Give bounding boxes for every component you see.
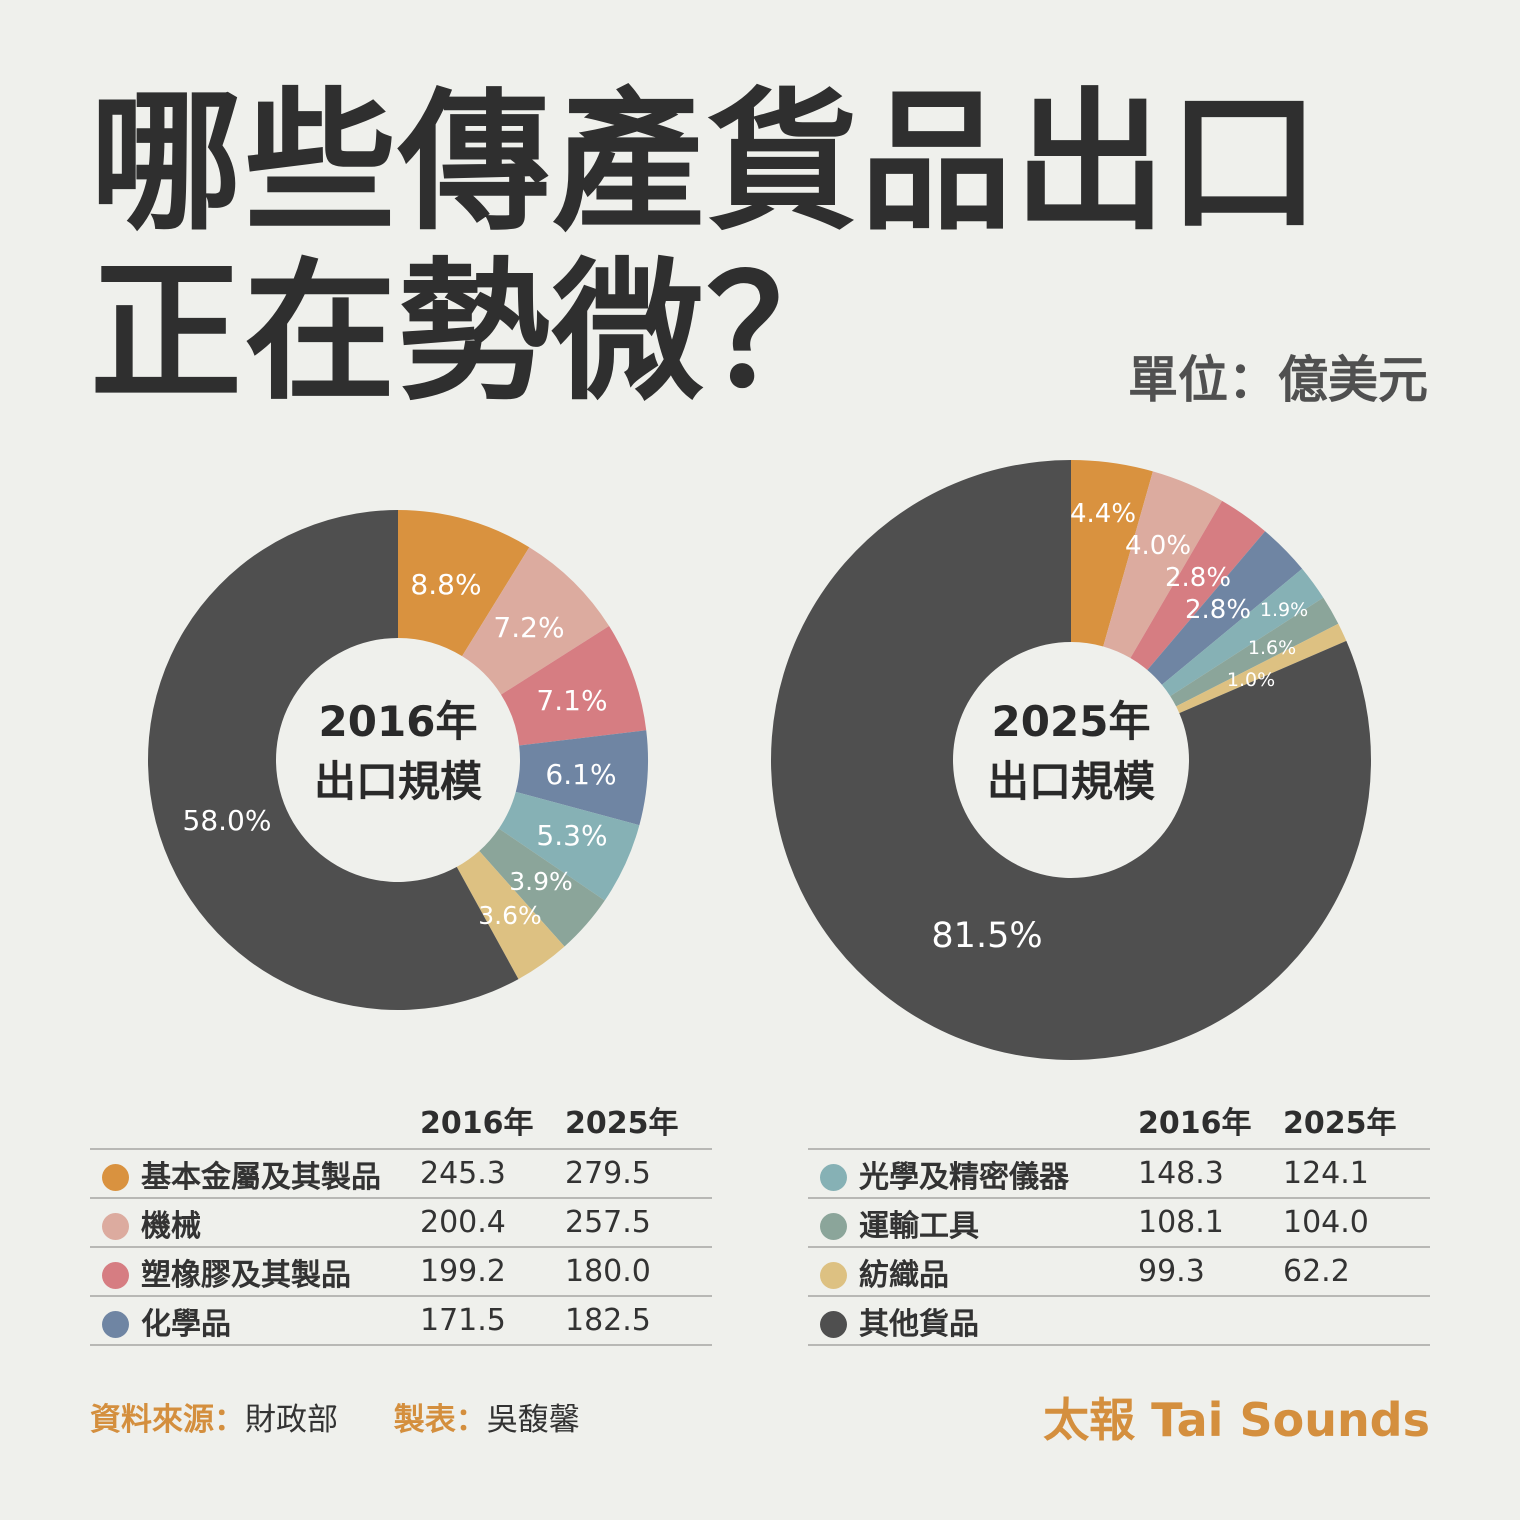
legend-value-2016: 245.3 — [420, 1149, 565, 1199]
legend-value-2016: 148.3 — [1138, 1149, 1283, 1199]
slice-plastics — [1130, 500, 1266, 671]
legend-category-name: 運輸工具 — [859, 1208, 979, 1244]
legend-row: 化學品 171.5 182.5 — [90, 1296, 712, 1346]
slice-label-plastics: 7.1% — [536, 684, 607, 717]
slice-label-machinery: 4.0% — [1125, 531, 1191, 561]
slice-label-textiles: 3.6% — [478, 901, 542, 930]
slice-label-machinery: 7.2% — [493, 611, 564, 644]
legend-row: 運輸工具 108.1 104.0 — [808, 1198, 1430, 1248]
slice-basic_metals — [1071, 460, 1153, 647]
slice-textiles — [456, 851, 565, 980]
slice-label-chemicals: 2.8% — [1185, 595, 1251, 625]
source-key: 資料來源： — [90, 1402, 245, 1438]
slice-basic_metals — [398, 510, 530, 657]
legend-category-name: 塑橡膠及其製品 — [141, 1257, 351, 1293]
slice-label-optical: 5.3% — [536, 819, 607, 852]
slice-other — [148, 510, 519, 1010]
slice-label-other: 58.0% — [183, 804, 272, 837]
maker-key: 製表： — [393, 1402, 487, 1438]
legend-value-2025 — [1283, 1296, 1430, 1346]
page-title: 哪些傳產貨品出口正在勢微？ — [90, 74, 1322, 421]
legend-swatch-chemicals — [102, 1310, 129, 1338]
slice-label-chemicals: 6.1% — [545, 758, 616, 791]
legend-value-2025: 257.5 — [565, 1198, 712, 1248]
unit-label: 單位：億美元 — [1128, 351, 1428, 409]
legend-swatch-other — [820, 1310, 847, 1338]
legend-row: 機械 200.4 257.5 — [90, 1198, 712, 1248]
source-value: 財政部 — [245, 1402, 338, 1438]
legend-value-2025: 180.0 — [565, 1247, 712, 1297]
legend-value-2016: 108.1 — [1138, 1198, 1283, 1248]
slice-chemicals — [1147, 531, 1303, 685]
legend-value-2025: 104.0 — [1283, 1198, 1430, 1248]
legend-table-right: 2016年 2025年 光學及精密儀器 148.3 124.1 運輸工具 108.1 10… — [808, 1098, 1430, 1346]
brand-logo-text: 太報 Tai Sounds — [1043, 1393, 1430, 1447]
legend-swatch-machinery — [102, 1212, 129, 1240]
legend-category-name: 機械 — [141, 1208, 201, 1244]
legend-category-name: 紡織品 — [859, 1257, 949, 1293]
slice-plastics — [501, 626, 647, 746]
legend-table-left: 2016年 2025年 基本金屬及其製品 245.3 279.5 機械 200.4 257… — [90, 1098, 712, 1346]
legend-header-2016: 2016年 — [1138, 1098, 1283, 1150]
legend-row: 其他貨品 — [808, 1296, 1430, 1346]
slice-machinery — [1103, 471, 1223, 659]
legend-category-name: 基本金屬及其製品 — [141, 1159, 381, 1195]
legend-header-2025: 2025年 — [565, 1098, 712, 1150]
center-title-label: 出口規模 — [987, 757, 1155, 806]
legend-row: 塑橡膠及其製品 199.2 180.0 — [90, 1247, 712, 1297]
center-year-label: 2025年 — [992, 697, 1151, 746]
slice-label-other: 81.5% — [931, 916, 1042, 956]
maker-value: 吳馥馨 — [486, 1402, 580, 1438]
legend-swatch-transport — [820, 1212, 847, 1240]
slice-textiles — [1176, 623, 1347, 714]
legend-swatch-basic_metals — [102, 1163, 129, 1191]
legend-category-name: 化學品 — [141, 1306, 231, 1342]
legend-value-2016 — [1138, 1296, 1283, 1346]
legend-value-2016: 99.3 — [1138, 1247, 1283, 1297]
slice-other — [771, 460, 1371, 1060]
slice-transport — [1170, 597, 1339, 707]
legend-value-2025: 279.5 — [565, 1149, 712, 1199]
slice-machinery — [462, 547, 610, 695]
legend-value-2016: 171.5 — [420, 1296, 565, 1346]
legend-value-2016: 199.2 — [420, 1247, 565, 1297]
slice-optical — [498, 791, 640, 901]
slice-label-basic_metals: 4.4% — [1070, 499, 1136, 529]
footer-credits: 資料來源：財政部 製表：吳馥馨 — [90, 1394, 580, 1439]
slice-transport — [479, 828, 605, 947]
legend-header-2016: 2016年 — [420, 1098, 565, 1150]
legend-row: 紡織品 99.3 62.2 — [808, 1247, 1430, 1297]
donut-chart-2016: 8.8% 7.2% 7.1% 6.1% 5.3% 3.9% 3.6% 58.0% 2016年出口… — [148, 510, 648, 1010]
legend-swatch-textiles — [820, 1261, 847, 1289]
center-year-label: 2016年 — [319, 697, 478, 746]
slice-chemicals — [515, 730, 648, 826]
legend-swatch-plastics — [102, 1261, 129, 1289]
legend-row: 基本金屬及其製品 245.3 279.5 — [90, 1149, 712, 1199]
legend-swatch-optical — [820, 1163, 847, 1191]
legend-value-2025: 124.1 — [1283, 1149, 1430, 1199]
legend-value-2025: 62.2 — [1283, 1247, 1430, 1297]
legend-value-2016: 200.4 — [420, 1198, 565, 1248]
slice-optical — [1161, 568, 1324, 697]
legend-header-2025: 2025年 — [1283, 1098, 1430, 1150]
slice-label-plastics: 2.8% — [1165, 563, 1231, 593]
legend-category-name: 其他貨品 — [859, 1306, 979, 1342]
legend-category-name: 光學及精密儀器 — [859, 1159, 1069, 1195]
slice-label-textiles: 1.0% — [1227, 669, 1275, 691]
center-title-label: 出口規模 — [314, 757, 482, 806]
slice-label-transport: 3.9% — [509, 867, 573, 896]
legend-row: 光學及精密儀器 148.3 124.1 — [808, 1149, 1430, 1199]
slice-label-optical: 1.9% — [1260, 599, 1308, 621]
legend-value-2025: 182.5 — [565, 1296, 712, 1346]
slice-label-transport: 1.6% — [1248, 637, 1296, 659]
slice-label-basic_metals: 8.8% — [410, 568, 481, 601]
donut-chart-2025: 4.4%4.0%2.8%2.8% 1.9%1.6%1.0%81.5%2025年出口… — [771, 460, 1371, 1060]
